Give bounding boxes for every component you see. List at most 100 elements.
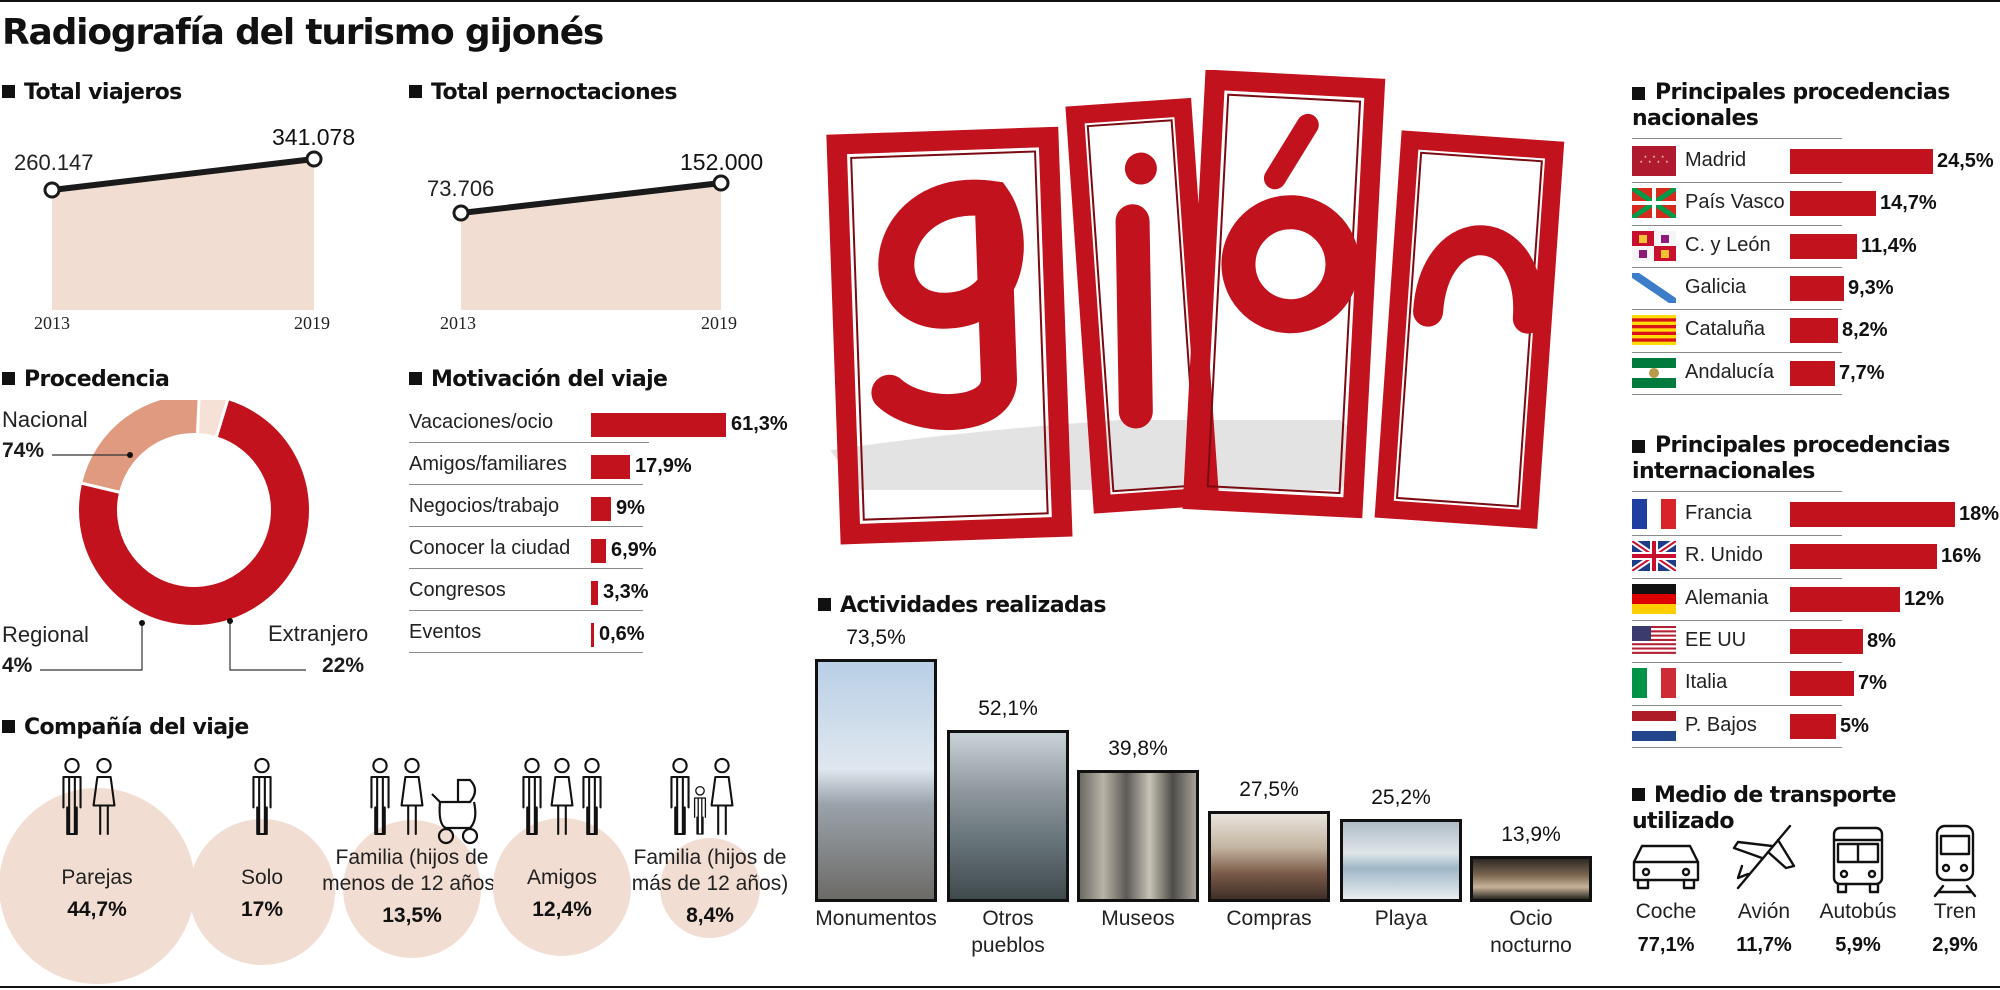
internacionales-bar-ee-uu <box>1790 628 1863 654</box>
pernoctaciones-title: Total pernoctaciones <box>431 80 677 105</box>
transporte-name-coche: Coche <box>1635 900 1697 923</box>
motivacion-name-congresos: Congresos <box>409 579 506 601</box>
svg-text:*: * <box>1657 161 1660 167</box>
internacionales-bar-italia <box>1790 671 1854 697</box>
motivacion-bar-congresos <box>591 581 598 605</box>
nacionales-bar-madrid <box>1790 149 1933 174</box>
motivacion-divider <box>409 652 643 653</box>
transporte-value-avion: 11,7% <box>1736 934 1792 956</box>
transporte-name-avion: Avión <box>1737 900 1791 923</box>
nacionales-flag-c-y-leon <box>1632 230 1676 261</box>
nacionales-bar-cataluna <box>1790 318 1838 344</box>
actividades-bar-monumentos <box>815 659 937 902</box>
nacionales-bar-c-y-leon <box>1790 233 1857 259</box>
germany-flag <box>1632 583 1676 614</box>
donut-separator <box>195 400 201 435</box>
nacionales-value-pais-vasco: 14,7% <box>1880 192 1937 215</box>
actividades-bar-museos <box>1077 770 1199 902</box>
motivacion-bar-negocios-trabajo <box>591 497 611 521</box>
compania-circle-parejas <box>0 788 195 984</box>
usa-flag <box>1632 625 1676 656</box>
friends-icon <box>522 757 542 836</box>
nacionales-divider <box>1632 138 1842 139</box>
section-marker-icon <box>1632 87 1645 100</box>
nacionales-flag-galicia <box>1632 272 1676 303</box>
motivacion-bar-amigos-familiares <box>591 455 630 479</box>
pernoctaciones-label-2013: 73.706 <box>427 176 495 201</box>
nacionales-bar-galicia <box>1790 275 1844 301</box>
regional-name: Regional <box>2 622 89 647</box>
castilla-leon-flag <box>1632 230 1676 261</box>
procedencia-title: Procedencia <box>24 367 170 392</box>
internacionales-flag-ee-uu <box>1632 625 1676 656</box>
transporte-heading: Medio de transporte utilizado <box>1632 783 2000 835</box>
nacionales-title-line1: Principales procedencias <box>1655 80 1950 105</box>
actividades-bar-otros-pueblos <box>947 730 1069 902</box>
donut-separator <box>80 481 121 494</box>
internacionales-flag-r-unido <box>1632 541 1676 572</box>
actividades-name-museos-line1: Museos <box>1101 907 1175 930</box>
viajeros-title: Total viajeros <box>24 80 182 105</box>
andalucia-flag <box>1632 357 1676 388</box>
section-marker-icon <box>409 85 422 98</box>
pernoctaciones-heading: Total pernoctaciones <box>409 80 677 106</box>
actividades-name-otros-pueblos-line2: pueblos <box>971 934 1045 957</box>
procedencia-donut <box>40 400 309 671</box>
couple-icon <box>62 757 82 836</box>
compania-circle-familia-hijos-de-menos-de-12-anos <box>343 820 481 958</box>
compania-name-solo-line1: Solo <box>240 866 284 889</box>
couple-icon <box>92 757 116 836</box>
procedencia-heading: Procedencia <box>2 367 170 393</box>
actividades-bar-playa <box>1340 819 1462 902</box>
motivacion-name-eventos: Eventos <box>409 621 482 643</box>
internacionales-bar-r-unido <box>1790 544 1937 570</box>
viajeros-area <box>52 159 314 310</box>
compania-circle-familia-hijos-de-mas-de-12-anos <box>660 838 760 938</box>
top-rule <box>0 0 2000 2</box>
internacionales-flag-alemania <box>1632 583 1676 614</box>
italy-flag <box>1632 668 1676 699</box>
nacionales-flag-andalucia <box>1632 357 1676 388</box>
regional-leader-dot <box>139 620 145 626</box>
car-icon <box>1632 844 1700 890</box>
compania-name-familia-hijos-de-menos-de-12-anos-line2: menos de 12 años) <box>322 872 502 895</box>
friends-icon <box>550 757 574 836</box>
internacionales-bar-francia <box>1790 502 1955 527</box>
internacionales-divider <box>1632 535 1842 537</box>
transporte-value-autobus: 5,9% <box>1835 934 1881 956</box>
nacionales-flag-pais-vasco <box>1632 188 1676 219</box>
nacionales-name-cataluna: Cataluña <box>1685 318 1766 341</box>
internacionales-name-alemania: Alemania <box>1685 586 1769 609</box>
motivacion-divider <box>409 568 643 569</box>
internacionales-title-line2: internacionales <box>1632 459 1815 484</box>
compania-title: Compañía del viaje <box>24 715 249 740</box>
friends-icon <box>582 757 602 836</box>
gijon-sculpture-illustration <box>826 70 1565 545</box>
nacionales-value-madrid: 24,5% <box>1937 150 1994 172</box>
motivacion-bar-eventos <box>591 623 594 647</box>
internacionales-divider <box>1632 746 1842 748</box>
compania-name-familia-hijos-de-mas-de-12-anos-line2: más de 12 años) <box>631 872 789 895</box>
transporte-name-tren: Tren <box>1933 900 1977 923</box>
pernoctaciones-area <box>461 183 721 310</box>
nacional-leader-dot <box>127 452 133 458</box>
nacionales-flag-cataluna <box>1632 315 1676 346</box>
internacionales-name-r-unido: R. Unido <box>1685 544 1763 567</box>
compania-circle-amigos <box>493 818 631 956</box>
motivacion-value-eventos: 0,6% <box>599 623 645 645</box>
family-stroller-icon <box>400 757 424 836</box>
section-marker-icon <box>818 598 831 611</box>
transporte-value-coche: 77,1% <box>1637 934 1695 956</box>
viajeros-x-2013: 2013 <box>34 313 70 333</box>
compania-name-parejas-line1: Parejas <box>61 866 133 889</box>
motivacion-value-negocios-trabajo: 9% <box>616 497 645 519</box>
compania-value-amigos: 12,4% <box>532 898 592 921</box>
regional-leader <box>40 623 143 671</box>
svg-text:*: * <box>1640 161 1643 167</box>
compania-name-familia-hijos-de-menos-de-12-anos-line1: Familia (hijos de <box>335 846 489 869</box>
compania-value-solo: 17% <box>240 898 284 921</box>
nacional-name: Nacional <box>2 407 88 432</box>
family-stroller-icon <box>370 757 390 836</box>
actividades-name-ocio-nocturno-line1: Ocio <box>1509 907 1553 930</box>
actividades-title: Actividades realizadas <box>840 593 1106 618</box>
